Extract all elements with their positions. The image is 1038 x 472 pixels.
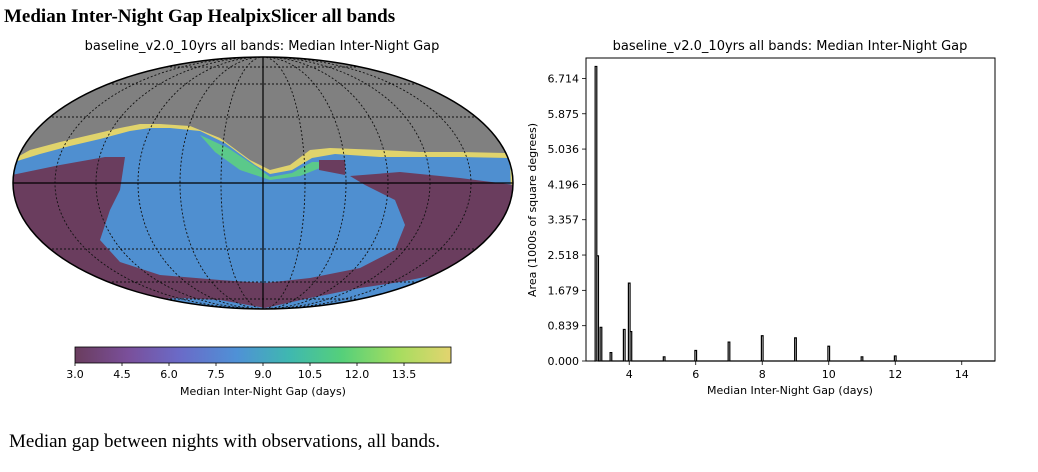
histogram: 0.000 0.839 1.679 2.518 3.357 4.196 5.036 5.875… (526, 57, 996, 397)
histogram-x-tick-label: 14 (955, 368, 969, 381)
skymap-title: baseline_v2.0_10yrs all bands: Median In… (85, 39, 440, 54)
colorbar-ticks: 3.0 4.5 6.0 7.5 9.0 10.5 12.0 13.5 (66, 363, 416, 381)
skymap (12, 56, 514, 310)
histogram-x-tick-label: 6 (692, 368, 699, 381)
histogram-title: baseline_v2.0_10yrs all bands: Median In… (613, 39, 968, 54)
histogram-x-tick-label: 4 (626, 368, 633, 381)
histogram-y-tick-label: 0.839 (548, 320, 580, 333)
histogram-y-tick-label: 2.518 (548, 249, 580, 262)
histogram-x-tick-label: 8 (759, 368, 766, 381)
colorbar-tick-label: 7.5 (207, 368, 225, 381)
histogram-step-line (594, 65, 995, 362)
page-heading: Median Inter-Night Gap HealpixSlicer all… (4, 6, 396, 27)
colorbar-tick-label: 9.0 (254, 368, 272, 381)
histogram-y-tick-label: 5.036 (548, 143, 580, 156)
histogram-x-tick-label: 10 (822, 368, 836, 381)
histogram-x-ticks: 4 6 8 10 12 14 (626, 361, 969, 381)
skymap-footprint-green (200, 135, 330, 180)
histogram-y-tick-label: 6.714 (548, 72, 580, 85)
colorbar-tick-label: 6.0 (160, 368, 178, 381)
histogram-y-tick-label: 1.679 (548, 284, 580, 297)
skymap-masked-strip (319, 160, 345, 175)
histogram-y-tick-label: 3.357 (548, 214, 580, 227)
histogram-x-label: Median Inter-Night Gap (days) (707, 384, 873, 397)
histogram-y-tick-label: 5.875 (548, 108, 580, 121)
colorbar: 3.0 4.5 6.0 7.5 9.0 10.5 12.0 13.5 Median Inter… (66, 346, 452, 398)
histogram-y-tick-label: 4.196 (548, 178, 580, 191)
colorbar-label: Median Inter-Night Gap (days) (180, 385, 346, 398)
colorbar-tick-label: 12.0 (345, 368, 370, 381)
histogram-y-label: Area (1000s of square degrees) (526, 123, 539, 297)
histogram-y-tick-label: 0.000 (548, 355, 580, 368)
colorbar-gradient (74, 346, 452, 364)
skymap-outline (12, 56, 514, 310)
colorbar-tick-label: 4.5 (113, 368, 131, 381)
skymap-axes-cross (13, 57, 513, 309)
colorbar-tick-label: 13.5 (392, 368, 417, 381)
colorbar-tick-label: 3.0 (66, 368, 84, 381)
histogram-y-ticks: 0.000 0.839 1.679 2.518 3.357 4.196 5.036 5.875… (548, 72, 586, 368)
figure-caption: Median gap between nights with observati… (9, 431, 441, 452)
histogram-plot-area (585, 57, 996, 362)
histogram-x-tick-label: 12 (888, 368, 902, 381)
colorbar-tick-label: 10.5 (298, 368, 323, 381)
